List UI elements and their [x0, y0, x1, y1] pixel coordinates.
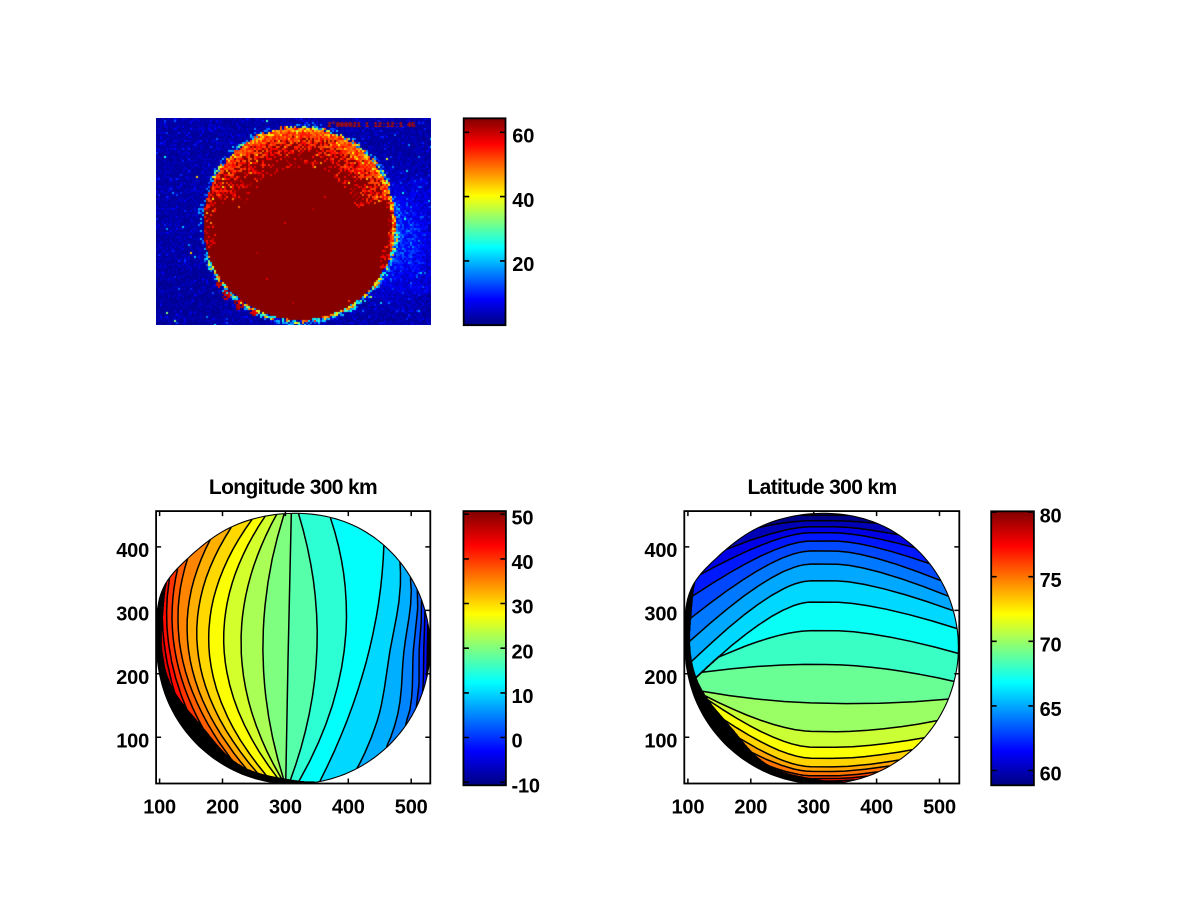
svg-text:300: 300	[797, 797, 830, 819]
svg-text:Latitude 300 km: Latitude 300 km	[748, 476, 897, 499]
svg-text:200: 200	[734, 797, 767, 819]
svg-text:100: 100	[644, 731, 677, 753]
svg-text:30: 30	[512, 597, 534, 619]
svg-text:Longitude 300 km: Longitude 300 km	[209, 476, 377, 499]
svg-text:10: 10	[512, 686, 534, 708]
svg-text:300: 300	[644, 604, 677, 626]
svg-text:500: 500	[923, 797, 956, 819]
svg-text:200: 200	[206, 797, 239, 819]
svg-text:80: 80	[1040, 505, 1062, 527]
svg-text:-10: -10	[512, 775, 540, 797]
svg-text:65: 65	[1040, 699, 1062, 721]
svg-text:0: 0	[512, 731, 523, 753]
svg-text:300: 300	[116, 604, 149, 626]
svg-text:50: 50	[512, 507, 534, 529]
svg-text:400: 400	[644, 540, 677, 562]
svg-text:200: 200	[116, 667, 149, 689]
svg-text:40: 40	[512, 552, 534, 574]
svg-text:60: 60	[1040, 764, 1062, 786]
svg-text:100: 100	[143, 797, 176, 819]
svg-text:400: 400	[860, 797, 893, 819]
svg-text:400: 400	[116, 540, 149, 562]
svg-text:70: 70	[1040, 635, 1062, 657]
svg-text:300: 300	[269, 797, 302, 819]
svg-text:40: 40	[512, 190, 534, 212]
svg-text:75: 75	[1040, 570, 1062, 592]
svg-text:60: 60	[512, 126, 534, 148]
svg-text:400: 400	[332, 797, 365, 819]
svg-text:200: 200	[644, 667, 677, 689]
svg-text:100: 100	[116, 731, 149, 753]
svg-text:20: 20	[512, 641, 534, 663]
svg-text:20: 20	[512, 254, 534, 276]
svg-text:500: 500	[395, 797, 428, 819]
svg-text:100: 100	[672, 797, 705, 819]
